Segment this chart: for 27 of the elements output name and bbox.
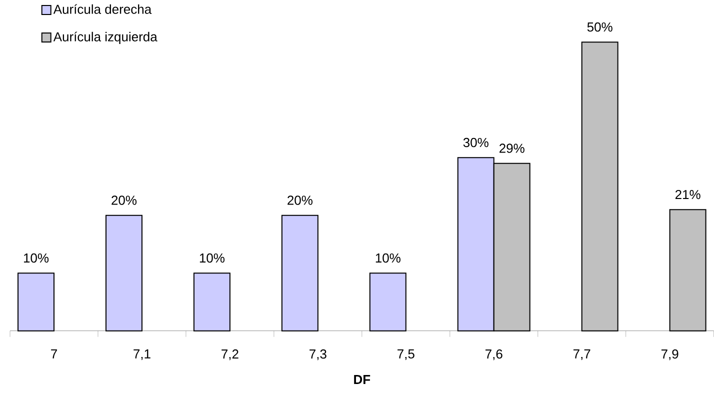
- legend-label: Aurícula izquierda: [53, 32, 158, 44]
- data-label: 29%: [500, 144, 524, 153]
- x-tick-label: 7,3: [310, 349, 326, 360]
- data-label: 21%: [675, 190, 700, 200]
- x-tick-label: 7,6: [486, 349, 502, 360]
- data-label: 10%: [24, 253, 49, 263]
- x-tick-label: 7,2: [222, 349, 238, 360]
- data-label: 10%: [200, 253, 224, 263]
- legend-label: Aurícula derecha: [53, 4, 152, 14]
- bar: [193, 272, 230, 332]
- data-label: 20%: [288, 196, 312, 205]
- bar: [18, 272, 54, 332]
- x-tick-label: 7,9: [661, 349, 678, 360]
- data-label: 10%: [376, 253, 400, 263]
- bar: [369, 272, 406, 332]
- x-tick-label: 7,1: [134, 349, 150, 360]
- x-axis-title: DF: [354, 375, 370, 384]
- x-tick-label: 7,7: [573, 349, 590, 360]
- bar: [669, 209, 706, 332]
- data-label: 20%: [112, 196, 137, 205]
- data-label: 30%: [463, 138, 488, 148]
- bar: [105, 214, 142, 332]
- bar: [581, 42, 618, 332]
- bar: [281, 214, 318, 332]
- x-tick-label: 7: [51, 349, 57, 358]
- data-label: 50%: [587, 22, 612, 32]
- x-tick-label: 7,5: [398, 349, 414, 360]
